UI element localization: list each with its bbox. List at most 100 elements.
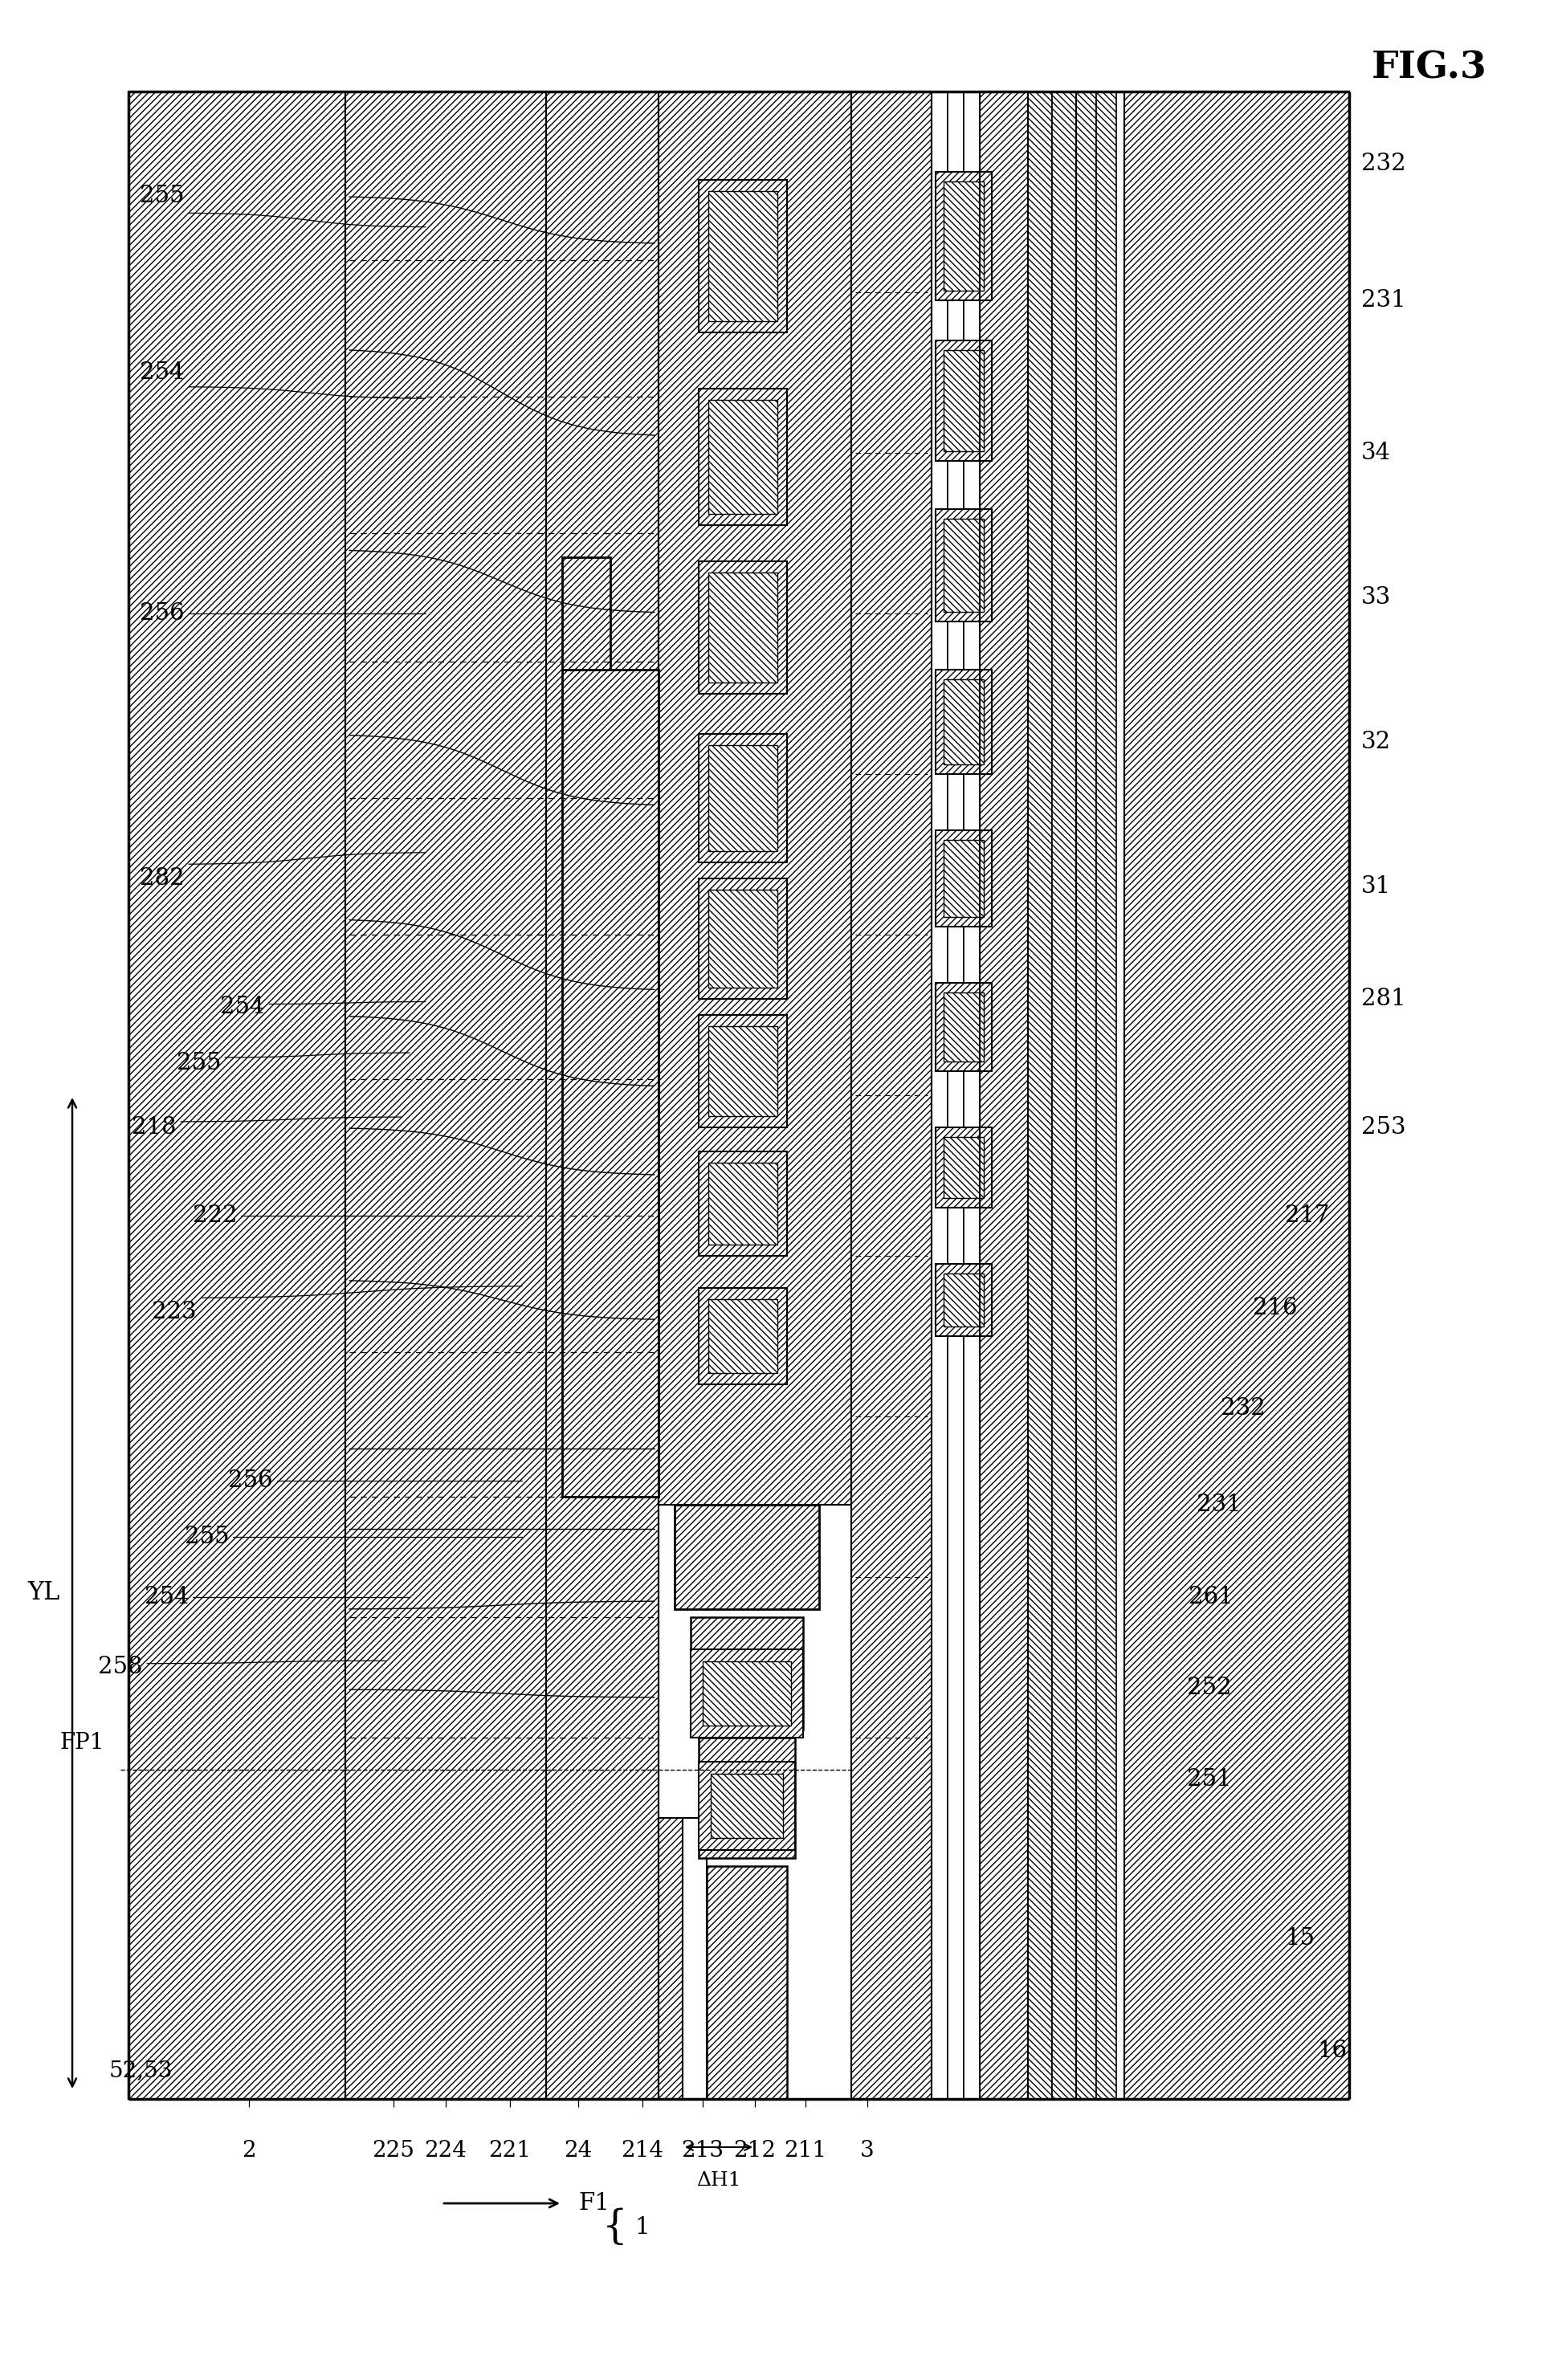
Text: 15: 15 — [1286, 1928, 1314, 1949]
Text: 255: 255 — [139, 186, 185, 207]
Bar — [708, 1164, 777, 1245]
Bar — [562, 557, 611, 669]
Text: 212: 212 — [733, 2140, 777, 2161]
Bar — [932, 90, 947, 2099]
Text: 256: 256 — [229, 1468, 272, 1492]
Text: 211: 211 — [785, 2140, 827, 2161]
Text: FIG.3: FIG.3 — [1372, 50, 1488, 86]
Text: 281: 281 — [1361, 988, 1406, 1009]
Bar — [346, 90, 659, 2099]
Bar — [698, 1737, 796, 1859]
Text: 221: 221 — [489, 2140, 531, 2161]
Text: 218: 218 — [132, 1116, 177, 1138]
Bar — [944, 1138, 983, 1197]
Text: 2: 2 — [241, 2140, 255, 2161]
Text: 252: 252 — [1187, 1676, 1231, 1699]
Bar — [935, 983, 991, 1071]
Text: 251: 251 — [1187, 1768, 1231, 1790]
Bar — [944, 181, 983, 290]
Text: 217: 217 — [1286, 1204, 1330, 1228]
Text: 254: 254 — [144, 1585, 189, 1609]
Bar — [935, 831, 991, 926]
Bar — [935, 1264, 991, 1335]
Bar — [1124, 90, 1350, 2099]
Text: 52,53: 52,53 — [108, 2061, 172, 2082]
Bar — [698, 1288, 788, 1385]
Text: 231: 231 — [1361, 288, 1406, 312]
Bar — [562, 669, 659, 1497]
Text: 255: 255 — [177, 1052, 221, 1073]
Bar — [683, 1818, 706, 2099]
Text: YL: YL — [28, 1580, 61, 1606]
Bar — [1096, 90, 1117, 2099]
Bar — [852, 90, 932, 2099]
Text: 213: 213 — [681, 2140, 723, 2161]
Bar — [963, 90, 980, 2099]
Bar — [1076, 90, 1096, 2099]
Text: 254: 254 — [139, 362, 185, 383]
Bar — [935, 340, 991, 462]
Bar — [935, 1128, 991, 1207]
Text: 33: 33 — [1361, 585, 1391, 609]
Text: F1: F1 — [578, 2192, 609, 2213]
Bar — [708, 190, 777, 321]
Bar — [128, 90, 346, 2099]
Bar — [1052, 90, 1076, 2099]
Text: 34: 34 — [1361, 443, 1391, 464]
Bar — [698, 1014, 788, 1128]
Text: 282: 282 — [139, 866, 185, 890]
Bar — [1027, 90, 1052, 2099]
Text: 254: 254 — [221, 995, 265, 1019]
Text: 225: 225 — [373, 2140, 415, 2161]
Text: 1: 1 — [634, 2216, 650, 2240]
Text: 223: 223 — [152, 1302, 197, 1323]
Text: 16: 16 — [1317, 2040, 1347, 2061]
Text: 24: 24 — [564, 2140, 592, 2161]
Bar — [944, 840, 983, 916]
Text: 232: 232 — [1220, 1397, 1265, 1418]
Text: 261: 261 — [1189, 1585, 1234, 1609]
Bar — [708, 400, 777, 514]
Bar — [698, 733, 788, 862]
Bar — [935, 171, 991, 300]
Text: 32: 32 — [1361, 731, 1391, 752]
Bar — [935, 509, 991, 621]
Text: 258: 258 — [99, 1656, 143, 1678]
Bar — [935, 669, 991, 774]
Text: 255: 255 — [185, 1526, 229, 1547]
Bar — [944, 992, 983, 1061]
Bar — [698, 562, 788, 693]
Bar — [698, 1152, 788, 1257]
Bar — [944, 519, 983, 612]
Bar — [944, 350, 983, 452]
Text: 31: 31 — [1361, 876, 1391, 897]
Text: 231: 231 — [1196, 1495, 1242, 1516]
Bar — [698, 181, 788, 333]
Text: 222: 222 — [193, 1204, 236, 1228]
Bar — [706, 1866, 788, 2099]
Bar — [703, 1661, 791, 1726]
Bar — [698, 1761, 796, 1849]
Text: FP1: FP1 — [60, 1733, 105, 1754]
Text: 3: 3 — [860, 2140, 874, 2161]
Bar — [659, 90, 852, 1504]
Text: 253: 253 — [1361, 1116, 1406, 1138]
Bar — [944, 1273, 983, 1326]
Text: 232: 232 — [1361, 152, 1406, 176]
Text: ΔH1: ΔH1 — [697, 2171, 741, 2190]
Bar — [659, 1818, 683, 2099]
Text: 256: 256 — [139, 602, 185, 624]
Bar — [691, 1649, 803, 1737]
Bar — [980, 90, 1027, 2099]
Bar — [708, 745, 777, 852]
Bar — [708, 1299, 777, 1373]
Bar — [698, 388, 788, 526]
Bar — [944, 678, 983, 764]
Bar — [947, 90, 963, 2099]
Text: 214: 214 — [622, 2140, 664, 2161]
Bar — [698, 878, 788, 1000]
Bar — [675, 1504, 819, 1609]
Bar — [711, 1773, 783, 1837]
Bar — [691, 1616, 803, 1730]
Bar — [708, 890, 777, 988]
